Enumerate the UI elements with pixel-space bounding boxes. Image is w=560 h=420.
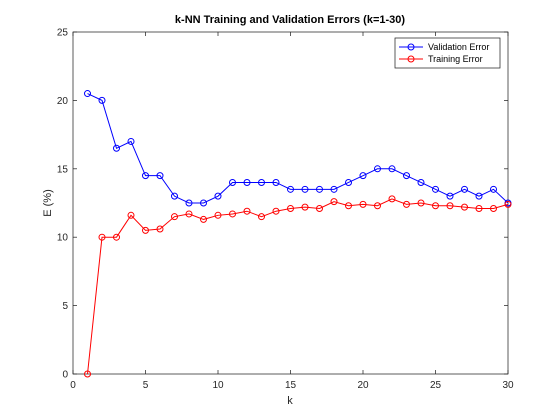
data-point [113,144,120,152]
y-tick-label: 10 [57,233,69,244]
data-point [113,233,120,241]
data-point [287,204,294,212]
data-point [316,204,323,212]
x-axis-ticks: 0 5 10 15 20 25 30 [70,32,514,391]
data-point [127,137,135,145]
y-tick-label: 20 [57,96,69,107]
data-point [98,96,106,104]
data-point [359,172,367,180]
data-point [432,202,439,210]
data-point [345,202,352,210]
x-tick-label: 25 [430,380,442,391]
data-point [461,185,468,193]
data-point [214,192,222,200]
data-point [287,185,294,193]
series-layer [84,90,512,378]
data-point [388,195,396,203]
data-point [403,200,410,208]
data-point [490,185,497,193]
data-point [446,192,454,200]
series-validation-error [84,90,512,207]
legend-marker [407,55,415,63]
data-point [156,225,164,233]
x-axis-label: k [287,395,293,407]
data-point [185,210,193,218]
data-point [475,204,483,212]
data-point [229,178,236,186]
data-point [475,192,483,200]
data-point [84,90,91,98]
data-point [243,207,251,215]
data-point [374,165,381,173]
data-point [258,213,265,221]
x-tick-label: 0 [70,380,76,391]
x-tick-label: 5 [143,380,149,391]
data-point [272,178,280,186]
y-tick-label: 0 [62,370,68,381]
data-point [200,199,207,207]
y-tick-label: 25 [57,28,69,39]
data-point [359,200,367,208]
data-point [446,202,454,210]
data-point [243,178,251,186]
data-point [142,172,149,180]
chart-title: k-NN Training and Validation Errors (k=1… [175,14,405,26]
legend-entry: Validation Error [428,42,489,52]
data-point [171,213,178,221]
data-point [127,211,135,219]
data-point [156,172,164,180]
data-point [403,172,410,180]
data-point [272,207,280,215]
data-point [374,202,381,210]
legend: Validation Error Training Error [394,37,501,69]
legend-entry: Training Error [428,54,483,64]
x-tick-label: 20 [357,380,369,391]
y-tick-label: 5 [62,301,68,312]
x-tick-label: 30 [502,380,514,391]
data-point [316,185,323,193]
legend-box [394,37,501,69]
data-point [171,192,178,200]
data-point [200,215,207,223]
x-tick-label: 15 [285,380,297,391]
data-point [388,165,396,173]
data-point [345,178,352,186]
y-axis-label: E (%) [42,189,54,217]
data-point [142,226,149,234]
data-point [185,199,193,207]
data-point [330,198,338,206]
data-point [432,185,439,193]
x-tick-label: 10 [212,380,224,391]
data-point [301,185,309,193]
data-point [461,203,468,211]
plot-area [72,31,509,375]
data-point [417,199,425,207]
y-tick-label: 15 [57,164,69,175]
data-point [214,211,222,219]
series-training-error [84,195,512,378]
data-point [98,233,106,241]
data-point [84,370,91,378]
y-axis-ticks: 0 5 10 15 20 25 [57,28,508,381]
legend-marker [407,43,415,51]
data-point [504,200,512,208]
data-point [417,178,425,186]
series-line [87,198,509,375]
data-point [229,210,236,218]
data-point [330,185,338,193]
data-point [490,204,497,212]
data-point [301,203,309,211]
data-point [258,178,265,186]
